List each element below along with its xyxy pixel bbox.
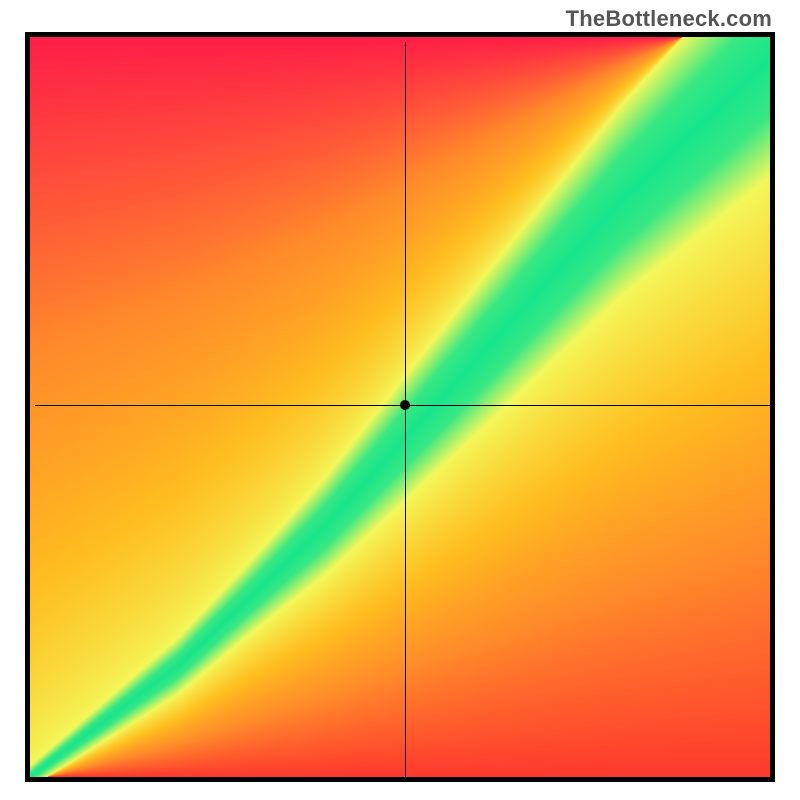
heatmap-frame <box>25 32 775 782</box>
crosshair-center-point <box>400 400 410 410</box>
chart-container: TheBottleneck.com <box>0 0 800 800</box>
watermark-text: TheBottleneck.com <box>566 6 772 32</box>
crosshair-vertical <box>405 42 406 782</box>
